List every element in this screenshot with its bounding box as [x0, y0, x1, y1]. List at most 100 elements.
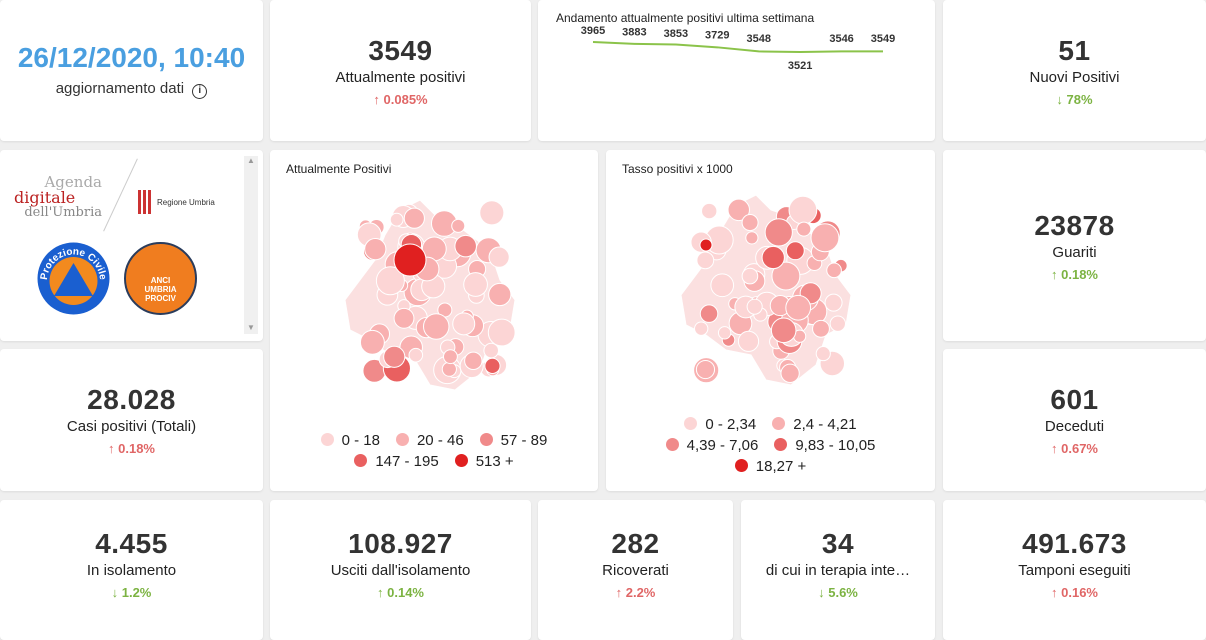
scroll-up-icon[interactable]: ▲ — [247, 156, 255, 165]
map-tasso-card: Tasso positivi x 1000 0 - 2,34 2,4 - 4,21… — [606, 150, 935, 491]
municipality[interactable] — [479, 200, 505, 226]
agenda-digitale-logo: Agenda digitale dell'Umbria — [14, 173, 102, 221]
municipality[interactable] — [423, 313, 450, 340]
municipality[interactable] — [452, 312, 476, 336]
municipality[interactable] — [699, 304, 719, 323]
stat-label: Nuovi Positivi — [1029, 68, 1120, 86]
municipality[interactable] — [463, 272, 488, 297]
legend-item[interactable]: 0 - 2,34 — [684, 416, 756, 433]
municipality[interactable] — [785, 241, 805, 261]
arrow-up-icon: ↑ — [108, 441, 115, 456]
legend-item[interactable]: 513 + — [454, 453, 514, 470]
municipality[interactable] — [745, 231, 759, 245]
municipality[interactable] — [383, 345, 406, 368]
municipality[interactable] — [364, 238, 387, 261]
logo-text: dell'Umbria — [24, 205, 102, 220]
municipality[interactable] — [701, 202, 718, 220]
legend-item[interactable]: 147 - 195 — [354, 453, 439, 470]
municipality[interactable] — [403, 207, 425, 229]
stat-value: 34 — [821, 528, 855, 559]
scrollbar[interactable]: ▲ ▼ — [244, 156, 258, 334]
municipality[interactable] — [764, 218, 793, 247]
municipality-highlight[interactable] — [393, 243, 427, 277]
logo-text: ANCI UMBRIA PROCIV — [144, 276, 177, 303]
municipality[interactable] — [761, 245, 785, 270]
stat-value: 23878 — [1034, 209, 1115, 241]
municipality[interactable] — [464, 351, 483, 371]
municipality[interactable] — [771, 261, 801, 291]
municipality[interactable] — [441, 361, 457, 377]
divider — [103, 158, 138, 232]
municipality[interactable] — [810, 223, 840, 253]
municipality[interactable] — [451, 218, 466, 233]
protezione-civile-logo: Protezione Civile — [37, 242, 110, 315]
municipality[interactable] — [483, 342, 500, 359]
stat-delta: ↑ 0.18% — [108, 441, 155, 456]
stat-delta: ↑ 0.085% — [373, 92, 427, 107]
logo-text: digitale — [14, 188, 76, 207]
stat-delta: ↓ 78% — [1056, 92, 1092, 107]
stat-value: 28.028 — [87, 384, 176, 415]
municipality[interactable] — [788, 195, 818, 225]
umbria-map[interactable] — [676, 185, 876, 395]
legend-item[interactable]: 9,83 - 10,05 — [774, 437, 875, 454]
municipality[interactable] — [737, 330, 760, 352]
deceduti-card: 601 Deceduti ↑ 0.67% — [943, 349, 1206, 491]
stat-value: 51 — [1058, 34, 1091, 66]
legend-swatch — [479, 433, 493, 446]
municipality[interactable] — [785, 294, 812, 321]
trend-data-label: 3521 — [788, 60, 812, 72]
municipality[interactable] — [694, 321, 709, 336]
legend-swatch — [684, 417, 698, 430]
municipality[interactable] — [770, 317, 797, 344]
legend-item[interactable]: 2,4 - 4,21 — [772, 416, 857, 433]
municipality[interactable] — [727, 198, 750, 222]
legend-swatch — [772, 417, 786, 430]
municipality-highlight[interactable] — [699, 238, 713, 252]
legend-item[interactable]: 18,27 + — [734, 458, 806, 475]
municipality[interactable] — [454, 234, 477, 258]
municipality[interactable] — [824, 293, 843, 312]
update-card: 26/12/2020, 10:40 aggiornamento dati i — [0, 0, 263, 141]
municipality[interactable] — [746, 298, 763, 315]
municipality[interactable] — [488, 246, 510, 268]
arrow-down-icon: ↓ — [1056, 91, 1063, 107]
municipality[interactable] — [484, 357, 501, 374]
municipality[interactable] — [442, 349, 458, 365]
municipality[interactable] — [826, 262, 842, 279]
legend-item[interactable]: 57 - 89 — [479, 432, 547, 449]
municipality[interactable] — [488, 282, 512, 307]
update-label: aggiornamento dati — [55, 80, 185, 97]
municipality[interactable] — [815, 346, 831, 362]
legend-swatch — [320, 433, 334, 446]
map-attualmente-positivi-card: Attualmente Positivi 0 - 18 20 - 46 57 - 8… — [270, 150, 598, 491]
municipality[interactable] — [359, 329, 385, 355]
municipality[interactable] — [375, 266, 405, 296]
municipality[interactable] — [487, 318, 516, 347]
legend-item[interactable]: 20 - 46 — [395, 432, 464, 449]
municipality[interactable] — [695, 359, 716, 380]
municipality[interactable] — [710, 273, 735, 298]
municipality[interactable] — [780, 363, 800, 383]
logo-text: Agenda — [44, 173, 102, 191]
scroll-down-icon[interactable]: ▼ — [247, 323, 255, 332]
legend-item[interactable]: 4,39 - 7,06 — [665, 437, 758, 454]
info-icon[interactable]: i — [192, 84, 208, 99]
attualmente-positivi-card: 3549 Attualmente positivi ↑ 0.085% — [270, 0, 531, 141]
municipality[interactable] — [393, 307, 415, 329]
municipality[interactable] — [741, 267, 759, 285]
trend-data-label: 3546 — [829, 33, 853, 45]
logos-card: Agenda digitale dell'Umbria Regione Umbr… — [0, 150, 263, 341]
municipality[interactable] — [796, 221, 812, 237]
municipality[interactable] — [829, 315, 846, 332]
municipality[interactable] — [408, 347, 424, 363]
municipality[interactable] — [717, 326, 732, 340]
stat-delta: ↑ 0.18% — [1051, 267, 1098, 282]
legend-item[interactable]: 0 - 18 — [320, 432, 380, 449]
municipality[interactable] — [389, 212, 404, 227]
umbria-map[interactable] — [340, 190, 540, 400]
municipality[interactable] — [741, 214, 759, 232]
municipality[interactable] — [812, 319, 830, 338]
delta-value: 78% — [1066, 91, 1093, 107]
municipality[interactable] — [696, 251, 715, 270]
